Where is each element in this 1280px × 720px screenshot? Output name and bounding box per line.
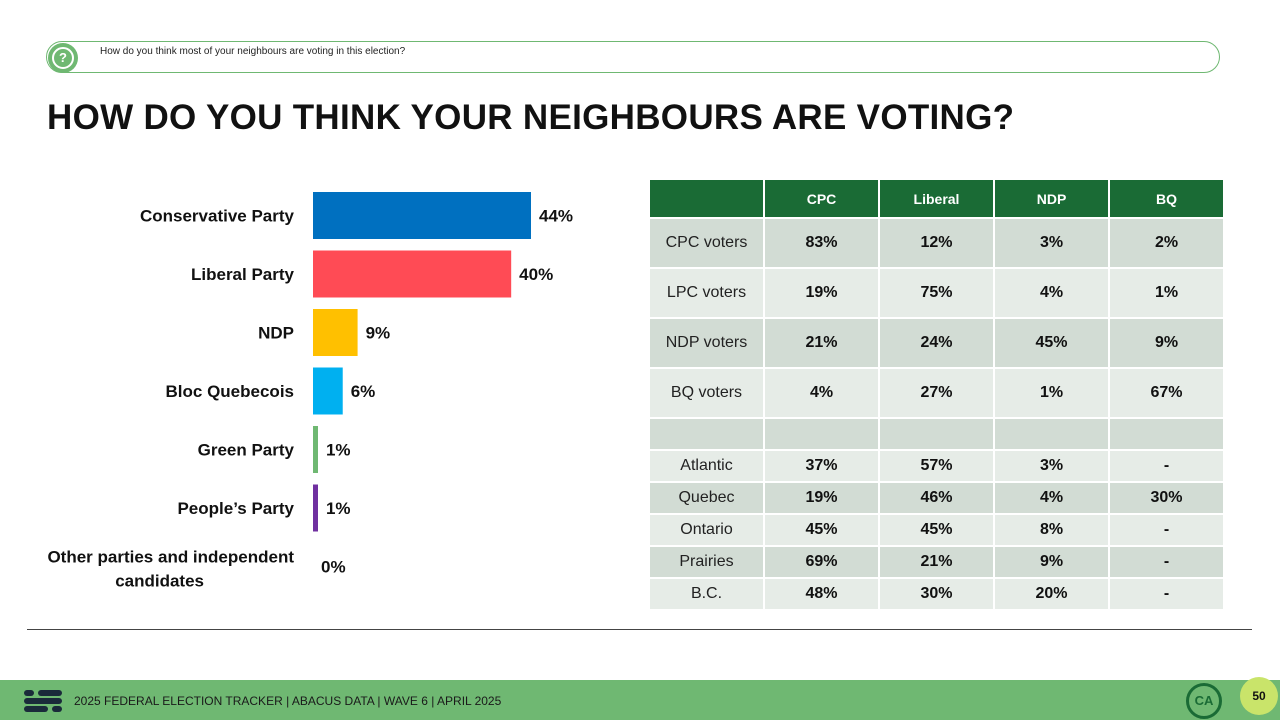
table-cell: 57% <box>880 451 993 481</box>
bar-category-label: People’s Party <box>177 499 294 518</box>
table-cell: 83% <box>765 219 878 267</box>
bar-value-label: 44% <box>539 207 573 226</box>
table-cell: - <box>1110 451 1223 481</box>
bar <box>313 309 358 356</box>
bar-category-label: Liberal Party <box>191 265 295 284</box>
table-row: LPC voters 19% 75% 4% 1% <box>650 269 1223 317</box>
table-cell: 37% <box>765 451 878 481</box>
table-cell: 4% <box>765 369 878 417</box>
bar <box>313 192 531 239</box>
table-row: BQ voters 4% 27% 1% 67% <box>650 369 1223 417</box>
table-cell: 45% <box>880 515 993 545</box>
bar <box>313 426 318 473</box>
bar-category-label: Other parties and independent candidates <box>47 548 294 591</box>
table-cell: 24% <box>880 319 993 367</box>
footer-text: 2025 FEDERAL ELECTION TRACKER | ABACUS D… <box>74 694 502 708</box>
bar <box>313 484 318 532</box>
bar-value-label: 9% <box>366 324 391 343</box>
divider-line <box>27 629 1252 630</box>
table-row-label: LPC voters <box>650 269 763 317</box>
question-icon: ? <box>48 43 78 73</box>
table-cell: 67% <box>1110 369 1223 417</box>
table-cell: 48% <box>765 579 878 609</box>
table-row: Atlantic 37% 57% 3% - <box>650 451 1223 481</box>
table-row-label: Prairies <box>650 547 763 577</box>
table-cell: 4% <box>995 483 1108 513</box>
table-row: Prairies 69% 21% 9% - <box>650 547 1223 577</box>
table-cell: 75% <box>880 269 993 317</box>
vote-crosstab-table: CPC Liberal NDP BQ CPC voters 83% 12% 3% 2% LPC … <box>648 178 1225 611</box>
table-header-cell: Liberal <box>880 180 993 217</box>
table-cell: 46% <box>880 483 993 513</box>
table-cell: 3% <box>995 219 1108 267</box>
table-cell: 45% <box>995 319 1108 367</box>
abacus-logo-icon <box>24 690 62 712</box>
table-cell <box>880 419 993 449</box>
bar <box>313 367 343 415</box>
table-row-label: Atlantic <box>650 451 763 481</box>
bar <box>313 250 512 298</box>
table-cell: 1% <box>1110 269 1223 317</box>
page-title: HOW DO YOU THINK YOUR NEIGHBOURS ARE VOT… <box>47 98 1015 137</box>
ca-logo: CA <box>1186 683 1222 719</box>
table-cell: 45% <box>765 515 878 545</box>
table-cell: 1% <box>995 369 1108 417</box>
bar-category-label: Conservative Party <box>140 207 295 226</box>
footer-bar <box>0 680 1280 720</box>
table-row-label: Ontario <box>650 515 763 545</box>
table-cell: 9% <box>1110 319 1223 367</box>
table-header-blank <box>650 180 763 217</box>
table-header-cell: NDP <box>995 180 1108 217</box>
table-cell: 20% <box>995 579 1108 609</box>
bar-category-label: Bloc Quebecois <box>166 382 294 401</box>
table-cell: 69% <box>765 547 878 577</box>
bar-category-label: Green Party <box>198 441 295 460</box>
table-row-label: B.C. <box>650 579 763 609</box>
table-row: B.C. 48% 30% 20% - <box>650 579 1223 609</box>
table-row-label: Quebec <box>650 483 763 513</box>
table-cell: 30% <box>1110 483 1223 513</box>
table-cell <box>765 419 878 449</box>
table-cell: 19% <box>765 269 878 317</box>
table-cell <box>1110 419 1223 449</box>
question-bar <box>46 41 1220 73</box>
table-row <box>650 419 1223 449</box>
page-number: 50 <box>1240 677 1278 715</box>
table-row-label <box>650 419 763 449</box>
bar-value-label: 0% <box>321 558 346 577</box>
table-cell: 2% <box>1110 219 1223 267</box>
table-row-label: NDP voters <box>650 319 763 367</box>
question-text: How do you think most of your neighbours… <box>100 46 406 57</box>
bar-category-label: NDP <box>258 324 294 343</box>
table-cell: - <box>1110 515 1223 545</box>
table-cell: 19% <box>765 483 878 513</box>
table-cell: 21% <box>765 319 878 367</box>
table-row: Quebec 19% 46% 4% 30% <box>650 483 1223 513</box>
bar-value-label: 6% <box>351 382 376 401</box>
table-cell: - <box>1110 579 1223 609</box>
table-cell: 12% <box>880 219 993 267</box>
party-bar-chart: Conservative Party 44% Liberal Party 40% NDP… <box>47 192 573 591</box>
bar-value-label: 1% <box>326 441 351 460</box>
table-cell: 30% <box>880 579 993 609</box>
table-cell: 4% <box>995 269 1108 317</box>
table-cell: - <box>1110 547 1223 577</box>
table-row-label: BQ voters <box>650 369 763 417</box>
table-header-row: CPC Liberal NDP BQ <box>650 180 1223 217</box>
table-row: Ontario 45% 45% 8% - <box>650 515 1223 545</box>
table-cell <box>995 419 1108 449</box>
table-cell: 8% <box>995 515 1108 545</box>
table-cell: 21% <box>880 547 993 577</box>
bar-value-label: 1% <box>326 499 351 518</box>
table-header-cell: BQ <box>1110 180 1223 217</box>
table-cell: 9% <box>995 547 1108 577</box>
table-cell: 27% <box>880 369 993 417</box>
table-row-label: CPC voters <box>650 219 763 267</box>
bar-value-label: 40% <box>519 265 553 284</box>
table-header-cell: CPC <box>765 180 878 217</box>
table-row: CPC voters 83% 12% 3% 2% <box>650 219 1223 267</box>
table-cell: 3% <box>995 451 1108 481</box>
table-row: NDP voters 21% 24% 45% 9% <box>650 319 1223 367</box>
